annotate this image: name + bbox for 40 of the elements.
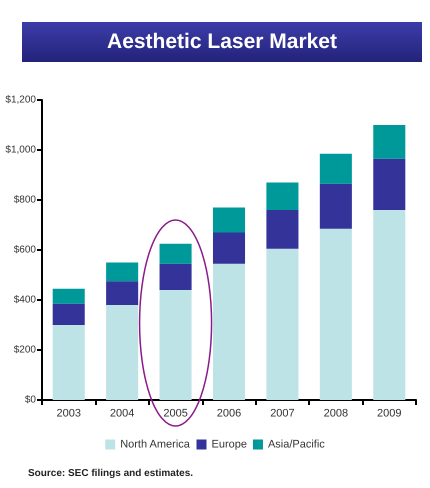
legend-label: Europe (211, 438, 247, 450)
source-note: Source: SEC filings and estimates. (28, 468, 194, 479)
x-tick-label: 2007 (270, 408, 295, 420)
bar (212, 264, 246, 400)
x-tick-label: 2005 (163, 408, 188, 420)
bar (52, 325, 85, 400)
bar (266, 182, 298, 210)
bar (320, 228, 352, 400)
y-tick-label: $600 (14, 244, 36, 256)
chart-title: Aesthetic Laser Market (22, 22, 422, 62)
bar (52, 288, 85, 304)
y-tick-label: $0 (24, 394, 36, 406)
bar (160, 264, 192, 290)
y-tick-label: $800 (14, 194, 36, 206)
x-tick-label: 2009 (377, 408, 402, 420)
legend-label: Asia/Pacific (268, 438, 326, 450)
y-tick-label: $400 (14, 294, 36, 306)
x-tick-label: 2004 (110, 408, 134, 420)
y-tick-label: $1,000 (5, 144, 36, 156)
bar (106, 281, 138, 305)
y-tick-label: $1,200 (5, 94, 36, 106)
bar (373, 125, 406, 159)
bar (212, 232, 246, 264)
x-tick-label: 2003 (56, 408, 81, 420)
bar (212, 208, 246, 232)
bar (106, 262, 138, 282)
bar (52, 304, 85, 325)
y-tick-label: $200 (14, 344, 36, 356)
bar (373, 158, 406, 210)
legend-label: North America (120, 438, 191, 450)
bar (266, 248, 298, 400)
x-tick-label: 2008 (324, 408, 348, 420)
bar (160, 244, 192, 264)
bar (160, 290, 192, 400)
x-tick-label: 2006 (216, 408, 242, 420)
bar (106, 305, 138, 400)
bar (266, 210, 298, 249)
bar (320, 154, 352, 184)
bar (373, 210, 406, 400)
bar (320, 184, 352, 229)
